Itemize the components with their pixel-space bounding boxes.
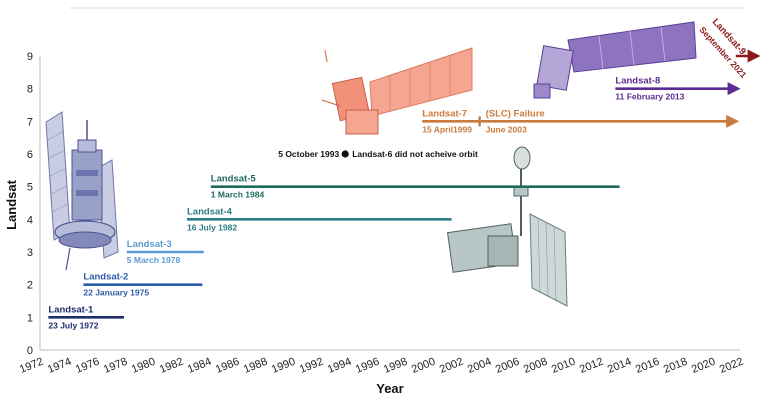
mission-name-label: Landsat-7 (422, 108, 467, 119)
x-tick-label: 2006 (494, 356, 521, 376)
mission-name-label: Landsat-1 (48, 304, 94, 315)
x-tick-label: 1990 (270, 356, 297, 376)
y-tick-label: 2 (27, 280, 33, 292)
y-tick-label: 9 (27, 51, 33, 63)
landsat-1-satellite-illustration (45, 111, 119, 271)
mission-name-label: Landsat-4 (187, 206, 233, 217)
x-tick-label: 2012 (578, 356, 605, 376)
x-tick-label: 2010 (550, 356, 577, 376)
mission-launch-date-label: 1 March 1984 (211, 190, 265, 200)
x-tick-label: 2008 (522, 356, 549, 376)
x-tick-label: 1986 (214, 356, 241, 376)
x-tick-label: 2004 (466, 356, 493, 376)
landsat-6-date-label: 5 October 1993 (278, 149, 339, 159)
landsat-4-5-satellite-illustration (446, 146, 568, 307)
x-tick-label: 1974 (46, 356, 73, 376)
x-tick-label: 1994 (326, 356, 353, 376)
mission-launch-date-label: 23 July 1972 (48, 320, 98, 330)
y-tick-label: 5 (27, 182, 33, 194)
x-tick-label: 1998 (382, 356, 409, 376)
x-tick-label: 2018 (662, 356, 689, 376)
mission-name-label: Landsat-5 (211, 174, 257, 185)
mission-launch-date-label: 16 July 1982 (187, 222, 237, 232)
x-tick-label: 1980 (130, 356, 157, 376)
x-tick-label: 1976 (74, 356, 101, 376)
x-tick-label: 2022 (718, 356, 745, 376)
y-axis-title: Landsat (4, 179, 19, 230)
y-tick-label: 6 (27, 149, 33, 161)
y-tick-label: 3 (27, 247, 33, 259)
y-tick-label: 0 (27, 345, 33, 357)
landsat-8-satellite-illustration (533, 21, 697, 99)
y-tick-label: 7 (27, 116, 33, 128)
x-tick-label: 2016 (634, 356, 661, 376)
landsat-6-note-label: Landsat-6 did not acheive orbit (352, 149, 478, 159)
y-tick-label: 8 (27, 84, 33, 96)
slc-failure-date-label: June 2003 (486, 124, 527, 134)
mission-launch-date-label: 5 March 1978 (127, 255, 181, 265)
y-tick-label: 1 (27, 312, 33, 324)
mission-name-label: Landsat-2 (83, 272, 128, 283)
x-tick-label: 1972 (18, 356, 45, 376)
x-tick-label: 1996 (354, 356, 381, 376)
x-tick-label: 2002 (438, 356, 465, 376)
slc-failure-label: (SLC) Failure (486, 108, 545, 119)
x-tick-label: 2000 (410, 356, 437, 376)
x-tick-label: 2014 (606, 356, 633, 376)
mission-launch-date-label: 22 January 1975 (83, 288, 149, 298)
x-tick-label: 2020 (690, 356, 717, 376)
landsat-6-failure-point (341, 150, 349, 158)
landsat-7-satellite-illustration (321, 47, 473, 135)
mission-launch-date-label: 11 February 2013 (615, 92, 684, 102)
x-tick-label: 1992 (298, 356, 325, 376)
mission-name-label: Landsat-3 (127, 239, 172, 250)
x-tick-label: 1984 (186, 356, 213, 376)
y-tick-label: 4 (27, 214, 33, 226)
x-tick-label: 1982 (158, 356, 185, 376)
mission-launch-date-label: 15 April1999 (422, 124, 472, 134)
mission-name-label: Landsat-8 (615, 76, 660, 87)
x-axis-title: Year (376, 381, 403, 396)
x-tick-label: 1988 (242, 356, 269, 376)
x-tick-label: 1978 (102, 356, 129, 376)
